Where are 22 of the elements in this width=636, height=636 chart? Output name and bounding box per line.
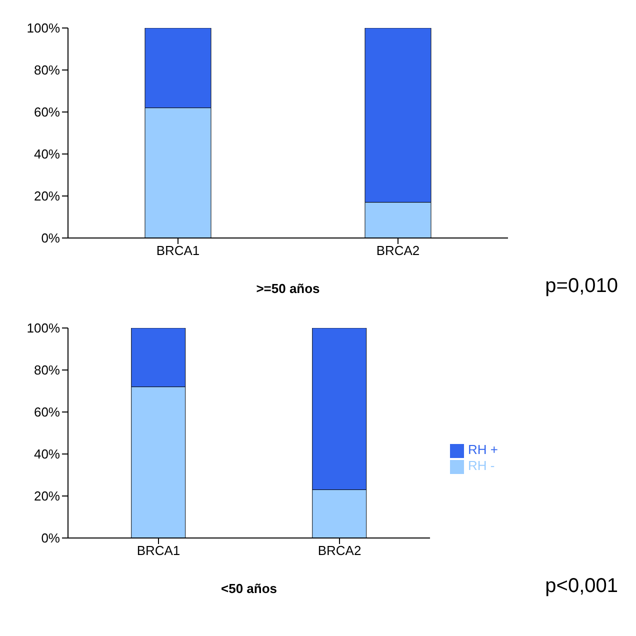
y-tick-label: 20% — [34, 488, 60, 504]
y-tick-label: 20% — [34, 188, 60, 204]
text: p=0,010 — [545, 275, 618, 298]
y-tick-label: 80% — [34, 362, 60, 378]
y-tick-label: 0% — [41, 230, 60, 246]
y-tick-label: 40% — [34, 146, 60, 162]
text: p<0,001 — [545, 575, 618, 598]
legend-label: RH + — [468, 442, 498, 458]
y-tick-label: 0% — [41, 530, 60, 546]
y-tick-label: 60% — [34, 104, 60, 120]
x-tick-label: BRCA2 — [318, 543, 362, 558]
x-tick-label: BRCA1 — [156, 243, 200, 258]
y-tick-label: 100% — [26, 320, 60, 336]
y-tick-label: 40% — [34, 446, 60, 462]
x-axis-title: <50 años — [221, 581, 278, 596]
legend-label: RH - — [468, 458, 495, 473]
x-axis-title: >=50 años — [256, 281, 320, 296]
y-tick-label: 60% — [34, 404, 60, 420]
x-tick-label: BRCA1 — [136, 543, 180, 558]
x-tick-label: BRCA2 — [376, 243, 420, 258]
y-tick-label: 100% — [26, 20, 60, 36]
y-tick-label: 80% — [34, 62, 60, 78]
